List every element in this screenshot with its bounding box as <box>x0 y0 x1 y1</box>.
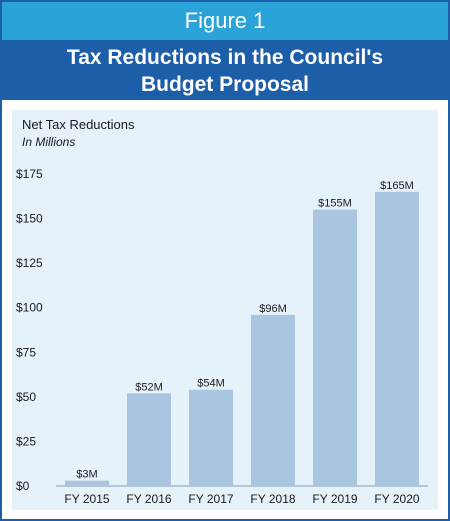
y-tick-label: $50 <box>16 390 36 404</box>
y-tick-label: $0 <box>16 479 30 493</box>
bar <box>189 389 233 486</box>
data-label: $52M <box>135 381 163 393</box>
chart-title-line-1: Tax Reductions in the Council's <box>66 46 384 69</box>
bar <box>65 480 109 486</box>
data-label: $165M <box>380 180 414 192</box>
y-tick-label: $25 <box>16 434 36 448</box>
chart-title: Tax Reductions in the Council's Budget P… <box>2 40 448 100</box>
y-axis-unit: In Millions <box>22 135 76 149</box>
x-tick-label: FY 2017 <box>188 492 233 506</box>
data-label: $3M <box>76 469 97 481</box>
x-tick-label: FY 2020 <box>374 492 419 506</box>
chart-area: Net Tax Reductions In Millions $0 $25 $50 $… <box>12 110 438 510</box>
data-label: $54M <box>197 378 225 390</box>
data-label: $96M <box>259 303 287 315</box>
y-tick-label: $100 <box>16 301 43 315</box>
y-tick-label: $125 <box>16 256 43 270</box>
x-tick-label: FY 2018 <box>250 492 295 506</box>
y-axis-title: Net Tax Reductions <box>22 117 135 132</box>
x-tick-label: FY 2015 <box>64 492 109 506</box>
chart-title-line-2: Budget Proposal <box>140 73 309 96</box>
y-tick-label: $175 <box>16 167 43 181</box>
bar <box>251 314 295 486</box>
bar-chart: $0 $25 $50 $75 $100 $125 $150 $175 $3M FY 2015 $52… <box>16 167 428 506</box>
bar <box>127 393 171 486</box>
bar <box>375 191 419 486</box>
bar <box>313 209 357 486</box>
y-tick-label: $150 <box>16 212 43 226</box>
figure-label: Figure 1 <box>2 2 448 40</box>
data-label: $155M <box>318 198 352 210</box>
x-tick-label: FY 2019 <box>312 492 357 506</box>
y-tick-label: $75 <box>16 345 36 359</box>
x-tick-label: FY 2016 <box>126 492 171 506</box>
